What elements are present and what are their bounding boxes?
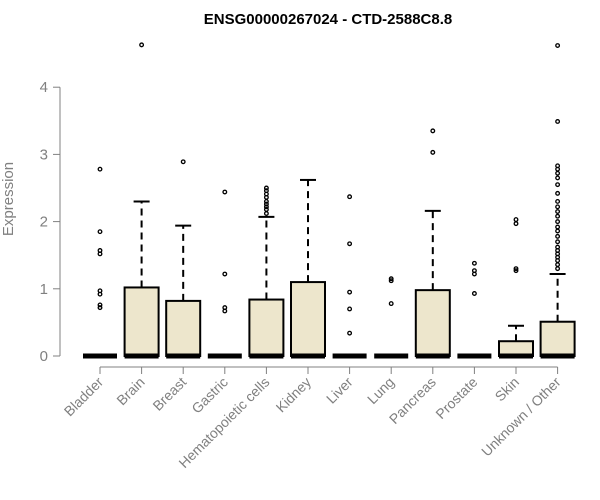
- outlier-point: [471, 268, 477, 274]
- outlier-point: [347, 241, 353, 247]
- box-pancreas: [414, 128, 451, 359]
- outlier-point: [347, 194, 353, 200]
- outlier-point: [555, 43, 561, 48]
- y-tick-label: 0: [40, 348, 48, 365]
- outlier-point: [555, 198, 561, 204]
- outlier-point: [97, 305, 103, 311]
- outlier-point: [555, 170, 561, 176]
- box-body: [290, 281, 326, 357]
- box-lung: [374, 276, 409, 359]
- x-tick-label: Brain: [113, 374, 147, 408]
- box-breast: [165, 159, 202, 359]
- outlier-point: [430, 149, 436, 155]
- outlier-point: [555, 233, 561, 239]
- x-tick-label: Lung: [364, 374, 397, 407]
- box-kidney: [290, 178, 326, 359]
- outlier-point: [222, 305, 228, 311]
- box-body: [123, 286, 160, 357]
- x-tick-label: Liver: [323, 374, 356, 407]
- box-gastric: [207, 189, 242, 359]
- box-body: [248, 298, 285, 357]
- box-unknown-other: [539, 43, 576, 359]
- outlier-point: [513, 217, 519, 223]
- outlier-point: [555, 262, 561, 268]
- outlier-point: [555, 190, 561, 196]
- outlier-point: [263, 185, 269, 191]
- outlier-point: [555, 204, 561, 210]
- outlier-point: [97, 229, 103, 235]
- outlier-point: [513, 268, 519, 274]
- y-tick-label: 3: [40, 146, 48, 163]
- outlier-point: [388, 276, 394, 282]
- outlier-point: [180, 159, 186, 165]
- outlier-point: [555, 182, 561, 188]
- y-tick-label: 1: [40, 281, 48, 298]
- box-hematopoietic-cells: [248, 185, 285, 359]
- outlier-point: [555, 209, 561, 214]
- outlier-point: [97, 288, 103, 294]
- x-tick-label: Kidney: [273, 374, 315, 416]
- y-axis: 0 1 2 3 4: [40, 79, 61, 365]
- outlier-point: [222, 189, 228, 195]
- outlier-point: [555, 266, 561, 272]
- outlier-point: [555, 175, 561, 181]
- x-tick-label: Unknown / Other: [478, 374, 564, 460]
- outlier-point: [263, 198, 269, 204]
- box-skin: [498, 217, 534, 359]
- outlier-point: [388, 301, 394, 307]
- outlier-point: [263, 204, 269, 210]
- box-prostate: [457, 260, 492, 359]
- box-liver: [332, 194, 367, 359]
- x-tick-label: Breast: [149, 374, 189, 414]
- outlier-point: [347, 289, 353, 295]
- outlier-point: [555, 239, 561, 245]
- box-body: [414, 289, 451, 358]
- y-axis-label: Expression: [0, 162, 17, 236]
- outlier-point: [139, 42, 145, 48]
- box-brain: [123, 42, 160, 359]
- outlier-point: [263, 211, 269, 216]
- outlier-point: [471, 291, 477, 296]
- box-body: [165, 299, 202, 357]
- box-series: [83, 42, 576, 359]
- outlier-point: [513, 221, 519, 227]
- outlier-point: [97, 166, 103, 172]
- x-tick-label: Bladder: [61, 374, 107, 420]
- box-body: [539, 320, 576, 357]
- chart-title: ENSG00000267024 - CTD-2588C8.8: [204, 11, 452, 28]
- outlier-point: [263, 188, 269, 194]
- box-bladder: [83, 166, 117, 359]
- x-tick-label: Skin: [492, 374, 523, 405]
- outlier-point: [555, 219, 561, 225]
- outlier-point: [555, 224, 561, 230]
- outlier-point: [97, 248, 103, 253]
- outlier-point: [347, 330, 353, 336]
- outlier-point: [263, 201, 269, 207]
- outlier-point: [555, 228, 561, 234]
- outlier-point: [555, 213, 561, 219]
- outlier-point: [555, 119, 561, 124]
- outlier-point: [555, 244, 561, 250]
- y-tick-label: 4: [40, 79, 48, 96]
- outlier-point: [347, 306, 353, 312]
- outlier-point: [555, 163, 561, 169]
- outlier-point: [513, 266, 519, 272]
- outlier-point: [430, 128, 436, 134]
- outlier-point: [97, 302, 103, 308]
- x-tick-label: Prostate: [432, 374, 480, 422]
- outlier-point: [388, 278, 394, 284]
- outlier-point: [263, 207, 269, 212]
- y-tick-label: 2: [40, 214, 48, 231]
- outlier-point: [222, 271, 228, 277]
- outlier-point: [471, 260, 477, 266]
